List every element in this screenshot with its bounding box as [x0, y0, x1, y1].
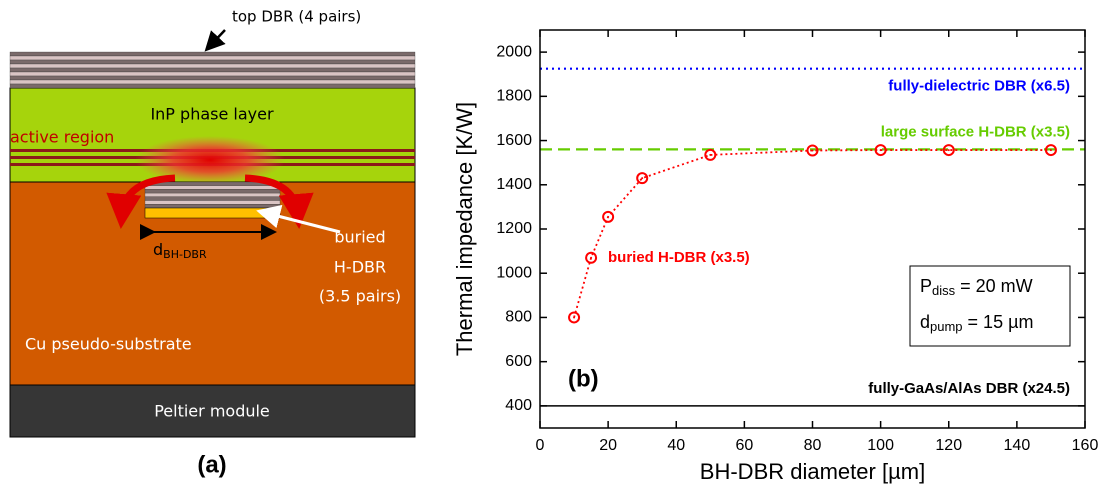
series-label: buried H-DBR (x3.5)	[608, 249, 750, 266]
x-tick-label: 0	[536, 437, 545, 454]
x-tick-label: 140	[1004, 437, 1031, 454]
y-tick-label: 1400	[496, 176, 532, 193]
heat-arrow	[106, 174, 176, 229]
data-point-center	[1049, 149, 1052, 152]
data-point-center	[607, 215, 610, 218]
dbr-layer	[9, 67, 416, 73]
x-tick-label: 160	[1072, 437, 1099, 454]
label: dBH-DBR	[153, 240, 207, 262]
peltier	[9, 384, 416, 438]
x-axis-label: BH-DBR diameter [µm]	[700, 459, 925, 484]
condition-value: = 20 mW	[955, 276, 1033, 296]
gold-layer	[144, 207, 281, 219]
panel-label: (a)	[197, 451, 226, 478]
y-tick-label: 600	[505, 353, 532, 370]
label: top DBR (4 pairs)	[232, 8, 361, 26]
label: InP phase layer	[150, 105, 274, 124]
condition: dpump = 15 µm	[920, 312, 1033, 335]
y-tick-label: 1000	[496, 264, 532, 281]
dbr-layer	[144, 189, 281, 194]
reference-label: large surface H-DBR (x3.5)	[881, 123, 1070, 140]
condition-value: = 15 µm	[963, 312, 1034, 332]
data-point	[602, 210, 615, 223]
dbr-layer	[9, 55, 416, 61]
diagram: top DBR (4 pairs) InP phase layer active…	[9, 8, 416, 478]
data-point	[1044, 144, 1057, 157]
dbr-layer	[9, 79, 416, 85]
heat-arrow	[244, 174, 314, 229]
dbr-layer	[144, 204, 281, 209]
subscript: diss	[932, 283, 956, 298]
symbol: d	[153, 240, 163, 259]
dbr-layer	[9, 59, 416, 65]
label: Peltier module	[154, 402, 270, 421]
y-tick-label: 800	[505, 309, 532, 326]
data-point-center	[641, 177, 644, 180]
data-point-center	[947, 149, 950, 152]
dbr-layer	[9, 51, 416, 57]
dbr-layer	[9, 71, 416, 77]
data-point-center	[811, 149, 814, 152]
arrow	[204, 29, 226, 52]
dbr-layer	[9, 83, 416, 89]
dbr-layer	[9, 75, 416, 81]
top-dbr-stack	[9, 51, 416, 89]
label: (3.5 pairs)	[319, 287, 401, 306]
y-tick-label: 1800	[496, 88, 532, 105]
dbr-layer	[144, 200, 281, 205]
fit-line	[573, 149, 1051, 318]
y-tick-label: 1200	[496, 220, 532, 237]
panel-label: (b)	[568, 365, 599, 392]
arrow	[256, 204, 341, 234]
dbr-layer	[144, 196, 281, 201]
conditions-box	[909, 265, 1071, 347]
data-point-center	[709, 153, 712, 156]
data-point-center	[590, 256, 593, 259]
data-point	[636, 172, 649, 185]
label: active region	[10, 128, 114, 147]
data-point-center	[573, 316, 576, 319]
data-point	[874, 144, 887, 157]
condition: Pdiss = 20 mW	[920, 276, 1033, 299]
y-axis-label: Thermal impedance [K/W]	[452, 102, 477, 356]
buried-dbr-stack	[144, 181, 281, 209]
x-tick-label: 100	[867, 437, 894, 454]
reference-label: fully-dielectric DBR (x6.5)	[888, 78, 1070, 95]
chart: fully-dielectric DBR (x6.5) large surface…	[452, 29, 1099, 484]
x-tick-label: 60	[735, 437, 753, 454]
label: Cu pseudo-substrate	[25, 335, 192, 354]
x-tick-label: 120	[935, 437, 962, 454]
y-tick-label: 2000	[496, 43, 532, 60]
dbr-layer	[144, 185, 281, 190]
data-point	[585, 251, 598, 264]
x-tick-label: 40	[667, 437, 685, 454]
subscript: pump	[930, 319, 963, 334]
dbr-layer	[9, 63, 416, 69]
subscript: BH-DBR	[163, 248, 207, 261]
data-point	[806, 144, 819, 157]
label: buried	[334, 228, 385, 247]
data-point	[568, 311, 581, 324]
dbr-layer	[144, 192, 281, 197]
y-tick-label: 1600	[496, 132, 532, 149]
symbol: P	[920, 276, 932, 296]
reference-label: fully-GaAs/AlAs DBR (x24.5)	[868, 380, 1070, 397]
data-point	[942, 144, 955, 157]
data-point-center	[879, 149, 882, 152]
x-tick-label: 80	[804, 437, 822, 454]
symbol: d	[920, 312, 930, 332]
x-tick-label: 20	[599, 437, 617, 454]
y-tick-label: 400	[505, 397, 532, 414]
label: H-DBR	[334, 258, 386, 277]
data-point	[704, 148, 717, 161]
pump-spot	[135, 136, 285, 184]
